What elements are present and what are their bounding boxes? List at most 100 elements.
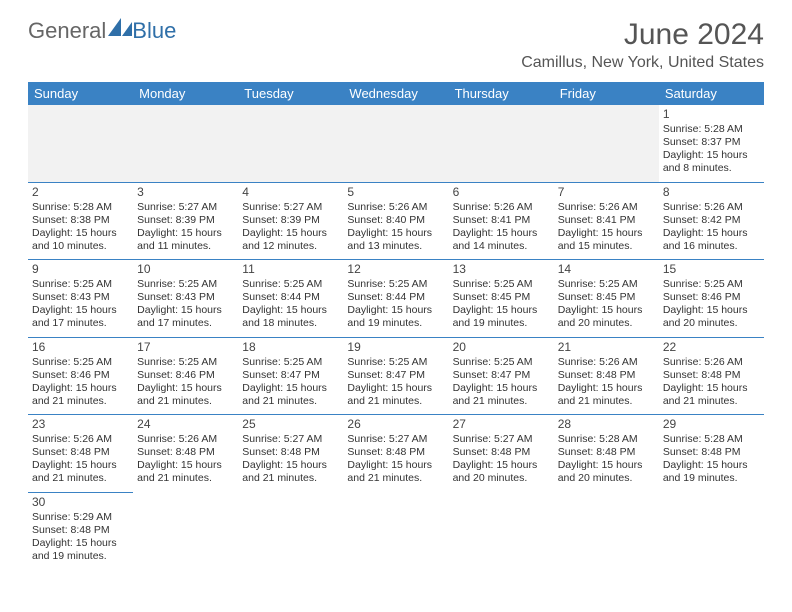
- calendar-cell: 28Sunrise: 5:28 AMSunset: 8:48 PMDayligh…: [554, 415, 659, 493]
- daylight-text: Daylight: 15 hours and 21 minutes.: [347, 382, 444, 408]
- sunset-text: Sunset: 8:48 PM: [137, 446, 234, 459]
- calendar-cell: [343, 105, 448, 182]
- sunrise-text: Sunrise: 5:26 AM: [663, 356, 760, 369]
- daylight-text: Daylight: 15 hours and 20 minutes.: [453, 459, 550, 485]
- day-number: 24: [137, 417, 234, 432]
- day-number: 12: [347, 262, 444, 277]
- day-number: 19: [347, 340, 444, 355]
- calendar-cell: [554, 492, 659, 569]
- day-number: 20: [453, 340, 550, 355]
- sunrise-text: Sunrise: 5:28 AM: [558, 433, 655, 446]
- calendar-cell: [449, 492, 554, 569]
- day-number: 18: [242, 340, 339, 355]
- logo-text-2: Blue: [132, 18, 176, 44]
- daylight-text: Daylight: 15 hours and 12 minutes.: [242, 227, 339, 253]
- day-number: 14: [558, 262, 655, 277]
- day-header: Monday: [133, 82, 238, 105]
- sunrise-text: Sunrise: 5:27 AM: [453, 433, 550, 446]
- sunrise-text: Sunrise: 5:25 AM: [242, 278, 339, 291]
- daylight-text: Daylight: 15 hours and 19 minutes.: [453, 304, 550, 330]
- sunset-text: Sunset: 8:43 PM: [137, 291, 234, 304]
- calendar-cell: 27Sunrise: 5:27 AMSunset: 8:48 PMDayligh…: [449, 415, 554, 493]
- sunrise-text: Sunrise: 5:27 AM: [242, 201, 339, 214]
- sunset-text: Sunset: 8:48 PM: [558, 446, 655, 459]
- daylight-text: Daylight: 15 hours and 14 minutes.: [453, 227, 550, 253]
- calendar-cell: 22Sunrise: 5:26 AMSunset: 8:48 PMDayligh…: [659, 337, 764, 415]
- calendar-cell: 21Sunrise: 5:26 AMSunset: 8:48 PMDayligh…: [554, 337, 659, 415]
- day-number: 6: [453, 185, 550, 200]
- day-number: 26: [347, 417, 444, 432]
- day-number: 29: [663, 417, 760, 432]
- sunrise-text: Sunrise: 5:28 AM: [663, 123, 760, 136]
- sunset-text: Sunset: 8:44 PM: [242, 291, 339, 304]
- day-number: 3: [137, 185, 234, 200]
- calendar-cell: 12Sunrise: 5:25 AMSunset: 8:44 PMDayligh…: [343, 260, 448, 338]
- sunrise-text: Sunrise: 5:25 AM: [663, 278, 760, 291]
- calendar-cell: [449, 105, 554, 182]
- day-header: Thursday: [449, 82, 554, 105]
- daylight-text: Daylight: 15 hours and 20 minutes.: [558, 304, 655, 330]
- sunrise-text: Sunrise: 5:25 AM: [347, 278, 444, 291]
- calendar-cell: [238, 492, 343, 569]
- sunset-text: Sunset: 8:48 PM: [558, 369, 655, 382]
- daylight-text: Daylight: 15 hours and 11 minutes.: [137, 227, 234, 253]
- sunrise-text: Sunrise: 5:27 AM: [347, 433, 444, 446]
- day-header: Sunday: [28, 82, 133, 105]
- day-number: 25: [242, 417, 339, 432]
- sunset-text: Sunset: 8:46 PM: [137, 369, 234, 382]
- calendar-row: 2Sunrise: 5:28 AMSunset: 8:38 PMDaylight…: [28, 182, 764, 260]
- daylight-text: Daylight: 15 hours and 16 minutes.: [663, 227, 760, 253]
- day-number: 10: [137, 262, 234, 277]
- sunrise-text: Sunrise: 5:25 AM: [137, 356, 234, 369]
- calendar-cell: 20Sunrise: 5:25 AMSunset: 8:47 PMDayligh…: [449, 337, 554, 415]
- header: General Blue June 2024 Camillus, New Yor…: [28, 18, 764, 72]
- daylight-text: Daylight: 15 hours and 21 minutes.: [347, 459, 444, 485]
- sunrise-text: Sunrise: 5:26 AM: [32, 433, 129, 446]
- sunrise-text: Sunrise: 5:26 AM: [347, 201, 444, 214]
- day-number: 1: [663, 107, 760, 122]
- calendar-cell: 11Sunrise: 5:25 AMSunset: 8:44 PMDayligh…: [238, 260, 343, 338]
- sunset-text: Sunset: 8:45 PM: [453, 291, 550, 304]
- calendar-cell: 18Sunrise: 5:25 AMSunset: 8:47 PMDayligh…: [238, 337, 343, 415]
- sunrise-text: Sunrise: 5:26 AM: [453, 201, 550, 214]
- sunset-text: Sunset: 8:48 PM: [663, 369, 760, 382]
- calendar-table: Sunday Monday Tuesday Wednesday Thursday…: [28, 82, 764, 569]
- calendar-cell: 13Sunrise: 5:25 AMSunset: 8:45 PMDayligh…: [449, 260, 554, 338]
- calendar-row: 30Sunrise: 5:29 AMSunset: 8:48 PMDayligh…: [28, 492, 764, 569]
- calendar-body: 1Sunrise: 5:28 AMSunset: 8:37 PMDaylight…: [28, 105, 764, 569]
- daylight-text: Daylight: 15 hours and 21 minutes.: [663, 382, 760, 408]
- sunset-text: Sunset: 8:42 PM: [663, 214, 760, 227]
- calendar-cell: 10Sunrise: 5:25 AMSunset: 8:43 PMDayligh…: [133, 260, 238, 338]
- calendar-cell: 3Sunrise: 5:27 AMSunset: 8:39 PMDaylight…: [133, 182, 238, 260]
- daylight-text: Daylight: 15 hours and 21 minutes.: [242, 382, 339, 408]
- calendar-cell: 25Sunrise: 5:27 AMSunset: 8:48 PMDayligh…: [238, 415, 343, 493]
- calendar-header-row: Sunday Monday Tuesday Wednesday Thursday…: [28, 82, 764, 105]
- calendar-row: 23Sunrise: 5:26 AMSunset: 8:48 PMDayligh…: [28, 415, 764, 493]
- calendar-cell: [238, 105, 343, 182]
- calendar-cell: [554, 105, 659, 182]
- daylight-text: Daylight: 15 hours and 17 minutes.: [137, 304, 234, 330]
- daylight-text: Daylight: 15 hours and 21 minutes.: [558, 382, 655, 408]
- sunset-text: Sunset: 8:39 PM: [137, 214, 234, 227]
- page-subtitle: Camillus, New York, United States: [521, 54, 764, 72]
- day-number: 21: [558, 340, 655, 355]
- day-header: Saturday: [659, 82, 764, 105]
- day-number: 23: [32, 417, 129, 432]
- day-number: 11: [242, 262, 339, 277]
- day-header: Friday: [554, 82, 659, 105]
- sunrise-text: Sunrise: 5:25 AM: [137, 278, 234, 291]
- daylight-text: Daylight: 15 hours and 19 minutes.: [663, 459, 760, 485]
- daylight-text: Daylight: 15 hours and 13 minutes.: [347, 227, 444, 253]
- sunrise-text: Sunrise: 5:25 AM: [32, 356, 129, 369]
- day-number: 17: [137, 340, 234, 355]
- calendar-cell: 17Sunrise: 5:25 AMSunset: 8:46 PMDayligh…: [133, 337, 238, 415]
- sunset-text: Sunset: 8:40 PM: [347, 214, 444, 227]
- daylight-text: Daylight: 15 hours and 15 minutes.: [558, 227, 655, 253]
- daylight-text: Daylight: 15 hours and 21 minutes.: [453, 382, 550, 408]
- day-number: 5: [347, 185, 444, 200]
- daylight-text: Daylight: 15 hours and 20 minutes.: [558, 459, 655, 485]
- day-number: 2: [32, 185, 129, 200]
- day-number: 8: [663, 185, 760, 200]
- calendar-cell: 15Sunrise: 5:25 AMSunset: 8:46 PMDayligh…: [659, 260, 764, 338]
- daylight-text: Daylight: 15 hours and 17 minutes.: [32, 304, 129, 330]
